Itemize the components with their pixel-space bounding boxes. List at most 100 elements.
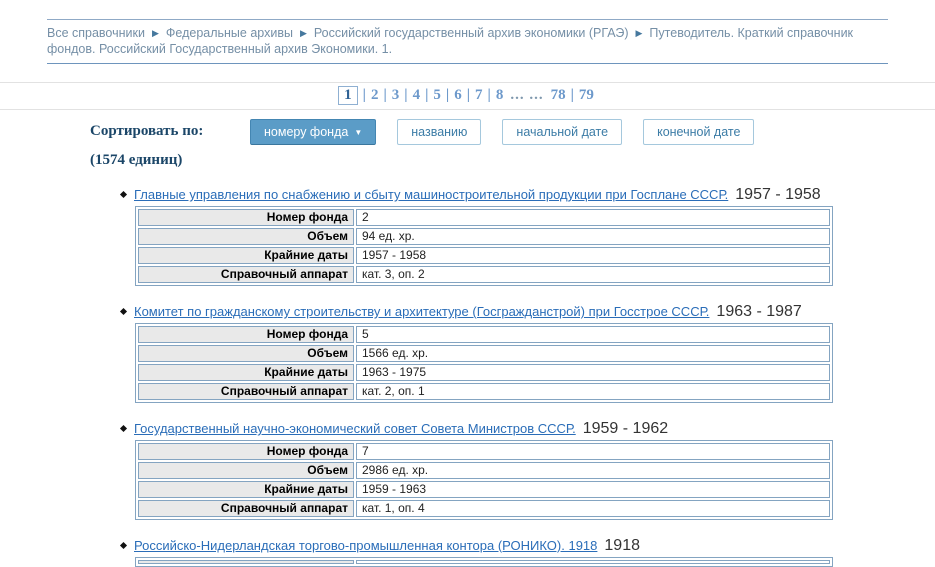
fond-title-line: Комитет по гражданскому строительству и … <box>119 303 935 321</box>
field-label: Справочный аппарат <box>138 500 354 517</box>
pagination-page-link[interactable]: 4 <box>412 87 421 103</box>
list-item: Российско-Нидерландская торгово-промышле… <box>119 537 935 567</box>
fond-table: Номер фонда 5 Объем 1566 ед. хр. Крайние д… <box>135 323 833 403</box>
field-label: Объем <box>138 462 354 479</box>
fond-title-line: Российско-Нидерландская торгово-промышле… <box>119 537 935 555</box>
field-label: Справочный аппарат <box>138 383 354 400</box>
pagination-separator: | <box>425 87 429 103</box>
fond-title-link[interactable]: Комитет по гражданскому строительству и … <box>134 304 710 319</box>
pagination-separator: | <box>362 87 366 103</box>
table-row: Справочный аппарат кат. 2, оп. 1 <box>138 383 830 400</box>
pagination-separator: | <box>487 87 491 103</box>
table-row: Объем 94 ед. хр. <box>138 228 830 245</box>
field-value: кат. 2, оп. 1 <box>356 383 830 400</box>
list-item: Главные управления по снабжению и сбыту … <box>119 186 935 286</box>
field-label: Номер фонда <box>138 443 354 460</box>
breadcrumb: Все справочники ▶ Федеральные архивы ▶ Росси… <box>47 19 888 64</box>
pagination-page-link[interactable]: 78 <box>550 87 566 103</box>
table-row: Объем 1566 ед. хр. <box>138 345 830 362</box>
pagination-page-link[interactable]: 3 <box>391 87 400 103</box>
breadcrumb-link-rgae[interactable]: Российский государственный архив экономи… <box>313 26 629 40</box>
sort-controls: Сортировать по: номеру фонда ▼ названию н… <box>90 118 935 145</box>
pagination-separator: | <box>570 87 574 103</box>
field-value: 1566 ед. хр. <box>356 345 830 362</box>
fond-table-cutoff <box>135 557 833 567</box>
pagination-ellipsis: ... ... <box>510 87 544 103</box>
sort-button-end-date[interactable]: конечной дате <box>643 118 755 145</box>
fond-table: Номер фонда 7 Объем 2986 ед. хр. Крайние д… <box>135 440 833 520</box>
field-value: 1963 - 1975 <box>356 364 830 381</box>
fond-years: 1957 - 1958 <box>735 186 821 203</box>
field-label <box>138 560 354 564</box>
breadcrumb-current-page: Путеводитель. Краткий справочник фондов.… <box>47 26 854 56</box>
breadcrumb-arrow-icon: ▶ <box>299 28 307 38</box>
pagination-page-link[interactable]: 7 <box>475 87 483 103</box>
table-row <box>138 560 830 564</box>
field-label: Объем <box>138 228 354 245</box>
list-item: Государственный научно-экономический сов… <box>119 420 935 520</box>
table-row: Номер фонда 7 <box>138 443 830 460</box>
field-label: Объем <box>138 345 354 362</box>
field-value: 2 <box>356 209 830 226</box>
fond-years: 1918 <box>604 537 640 554</box>
breadcrumb-arrow-icon: ▶ <box>151 28 159 38</box>
sort-button-fond-number[interactable]: номеру фонда ▼ <box>250 118 377 145</box>
fond-title-link[interactable]: Главные управления по снабжению и сбыту … <box>134 187 729 202</box>
breadcrumb-link-all-directories[interactable]: Все справочники <box>47 26 145 40</box>
field-value: кат. 3, оп. 2 <box>356 266 830 283</box>
pagination-current-page: 1 <box>338 86 358 105</box>
field-value: 5 <box>356 326 830 343</box>
fond-table: Номер фонда 2 Объем 94 ед. хр. Крайние дат… <box>135 206 833 286</box>
fond-title-link[interactable]: Государственный научно-экономический сов… <box>134 421 576 436</box>
field-label: Крайние даты <box>138 364 354 381</box>
field-value <box>356 560 830 564</box>
fond-title-link[interactable]: Российско-Нидерландская торгово-промышле… <box>134 538 598 553</box>
sort-button-label: номеру фонда <box>264 124 349 139</box>
results-count: (1574 единиц) <box>90 152 183 168</box>
table-row: Крайние даты 1957 - 1958 <box>138 247 830 264</box>
bullet-icon <box>119 190 128 198</box>
bullet-icon <box>119 541 128 549</box>
field-label: Справочный аппарат <box>138 266 354 283</box>
pagination-page-link[interactable]: 5 <box>433 87 441 103</box>
field-value: 7 <box>356 443 830 460</box>
pagination-separator: | <box>445 87 450 103</box>
bullet-icon <box>119 307 128 315</box>
field-label: Крайние даты <box>138 481 354 498</box>
table-row: Объем 2986 ед. хр. <box>138 462 830 479</box>
fond-years: 1963 - 1987 <box>716 303 802 320</box>
pagination-separator: | <box>404 87 408 103</box>
pagination-page-link[interactable]: 79 <box>578 87 594 103</box>
sort-button-title[interactable]: названию <box>397 118 482 145</box>
pagination-separator: | <box>383 87 387 103</box>
breadcrumb-arrow-icon: ▶ <box>635 28 643 38</box>
pagination: 1 | 2 | 3 | 4 | 5 | 6 | 7 | 8... ... 78 | 79 <box>0 82 935 110</box>
table-row: Крайние даты 1963 - 1975 <box>138 364 830 381</box>
breadcrumb-link-federal-archives[interactable]: Федеральные архивы <box>165 26 293 40</box>
table-row: Крайние даты 1959 - 1963 <box>138 481 830 498</box>
field-value: кат. 1, оп. 4 <box>356 500 830 517</box>
pagination-separator: | <box>466 87 470 103</box>
pagination-page-link[interactable]: 2 <box>370 87 379 103</box>
fond-title-line: Государственный научно-экономический сов… <box>119 420 935 438</box>
table-row: Номер фонда 2 <box>138 209 830 226</box>
pagination-page-link[interactable]: 6 <box>454 87 462 103</box>
sort-label: Сортировать по: <box>90 123 204 139</box>
chevron-down-icon: ▼ <box>354 127 363 137</box>
field-label: Крайние даты <box>138 247 354 264</box>
field-label: Номер фонда <box>138 209 354 226</box>
sort-button-start-date[interactable]: начальной дате <box>502 118 623 145</box>
field-value: 1957 - 1958 <box>356 247 830 264</box>
field-value: 94 ед. хр. <box>356 228 830 245</box>
field-value: 1959 - 1963 <box>356 481 830 498</box>
list-item: Комитет по гражданскому строительству и … <box>119 303 935 403</box>
fond-title-line: Главные управления по снабжению и сбыту … <box>119 186 935 204</box>
table-row: Справочный аппарат кат. 1, оп. 4 <box>138 500 830 517</box>
table-row: Справочный аппарат кат. 3, оп. 2 <box>138 266 830 283</box>
field-value: 2986 ед. хр. <box>356 462 830 479</box>
pagination-page-link[interactable]: 8 <box>495 87 504 103</box>
field-label: Номер фонда <box>138 326 354 343</box>
table-row: Номер фонда 5 <box>138 326 830 343</box>
fond-list: Главные управления по снабжению и сбыту … <box>119 186 935 567</box>
bullet-icon <box>119 424 128 432</box>
